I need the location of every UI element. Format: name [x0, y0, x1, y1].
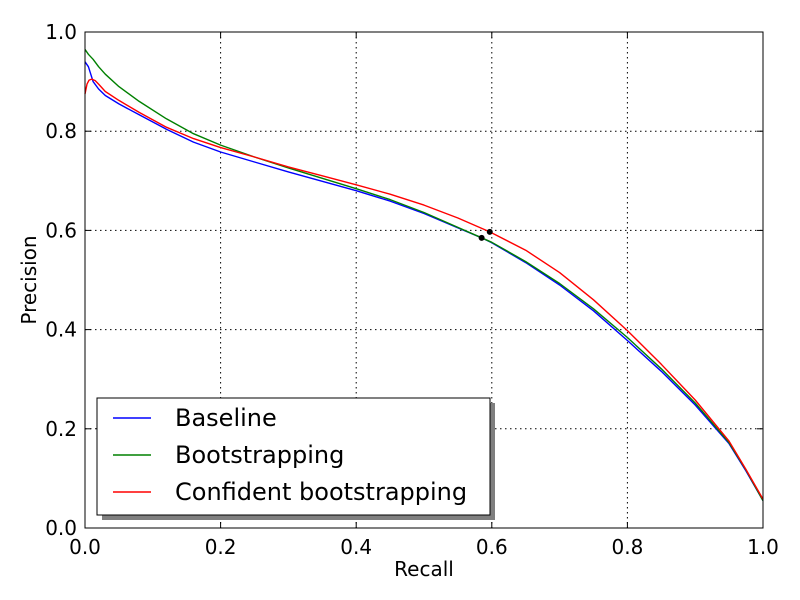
- y-axis-label: Precision: [17, 235, 41, 324]
- x-tick-label: 0.0: [69, 535, 101, 559]
- series-line-1: [84, 61, 764, 502]
- legend-label-2: Bootstrapping: [175, 441, 344, 469]
- series-lines: [84, 49, 764, 502]
- markers: [478, 228, 493, 241]
- x-tick-label: 0.2: [205, 535, 237, 559]
- x-axis-label: Recall: [394, 557, 454, 581]
- operating-point-marker-2: [486, 228, 493, 235]
- x-tick-label: 0.8: [611, 535, 643, 559]
- legend: Baseline Bootstrapping Confident bootstrap…: [96, 397, 495, 520]
- y-tick-label: 0.4: [45, 318, 77, 342]
- legend-label-1: Baseline: [175, 404, 277, 432]
- legend-label-3: Confident bootstrapping: [175, 478, 467, 506]
- x-tick-label: 0.6: [476, 535, 508, 559]
- x-tick-label: 0.4: [340, 535, 372, 559]
- series-line-2: [84, 49, 764, 502]
- y-tick-label: 0.2: [45, 417, 77, 441]
- plot-frame: [84, 31, 764, 529]
- x-tick-label: 1.0: [747, 535, 779, 559]
- series-line-3: [84, 78, 764, 500]
- y-tick-label: 0.6: [45, 218, 77, 242]
- legend-box: [96, 397, 491, 516]
- ticks: 0.0 0.2 0.4 0.6 0.8 1.0 0.0 0.2 0.4 0.6 0.8 1.0: [45, 20, 779, 559]
- y-tick-label: 1.0: [45, 20, 77, 44]
- y-tick-label: 0.8: [45, 119, 77, 143]
- y-tick-label: 0.0: [45, 516, 77, 540]
- operating-point-marker-1: [478, 234, 485, 241]
- grid: [85, 32, 763, 528]
